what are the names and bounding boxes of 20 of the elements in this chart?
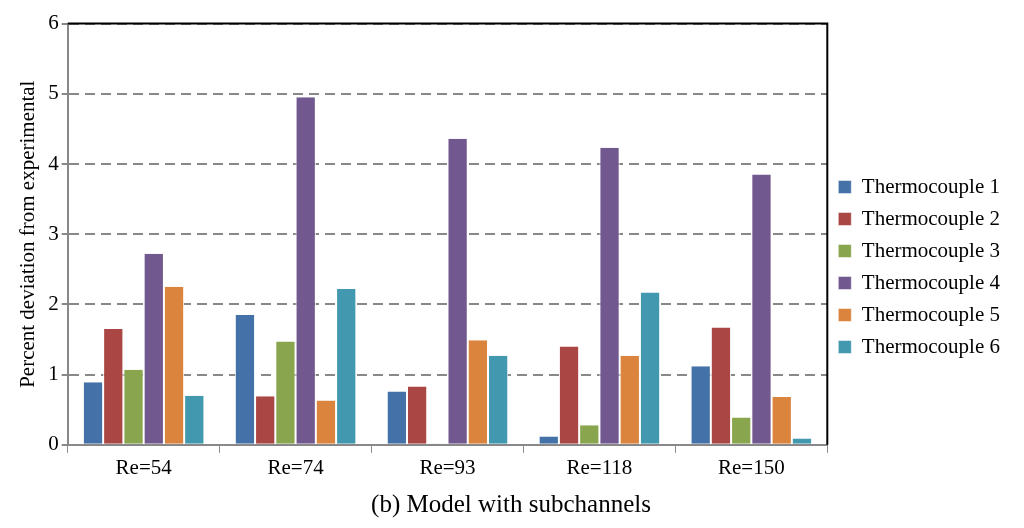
x-tick-label: Re=74 xyxy=(267,454,325,479)
legend-label: Thermocouple 3 xyxy=(861,237,1000,262)
y-axis-title: Percent deviation from experimental xyxy=(15,80,40,388)
x-tick-label: Re=93 xyxy=(419,454,476,479)
y-tick-label: 1 xyxy=(48,361,59,386)
x-tick-label: Re=54 xyxy=(115,454,173,479)
legend-label: Thermocouple 4 xyxy=(861,269,1001,294)
y-tick-label: 0 xyxy=(48,431,59,456)
y-tick-label: 3 xyxy=(48,220,59,245)
legend-label: Thermocouple 2 xyxy=(861,205,1000,230)
text: (b) Model with subchannels xyxy=(371,489,651,518)
y-tick-label: 4 xyxy=(48,150,60,175)
legend-label: Thermocouple 5 xyxy=(861,301,1000,326)
x-tick-label: Re=150 xyxy=(718,454,785,479)
legend-label: Thermocouple 6 xyxy=(861,333,1000,358)
y-tick-label: 2 xyxy=(48,290,59,315)
x-tick-label: Re=118 xyxy=(566,454,633,479)
y-tick-label: 6 xyxy=(48,10,59,35)
y-tick-label: 5 xyxy=(48,80,59,105)
legend-label: Thermocouple 1 xyxy=(861,173,1000,198)
